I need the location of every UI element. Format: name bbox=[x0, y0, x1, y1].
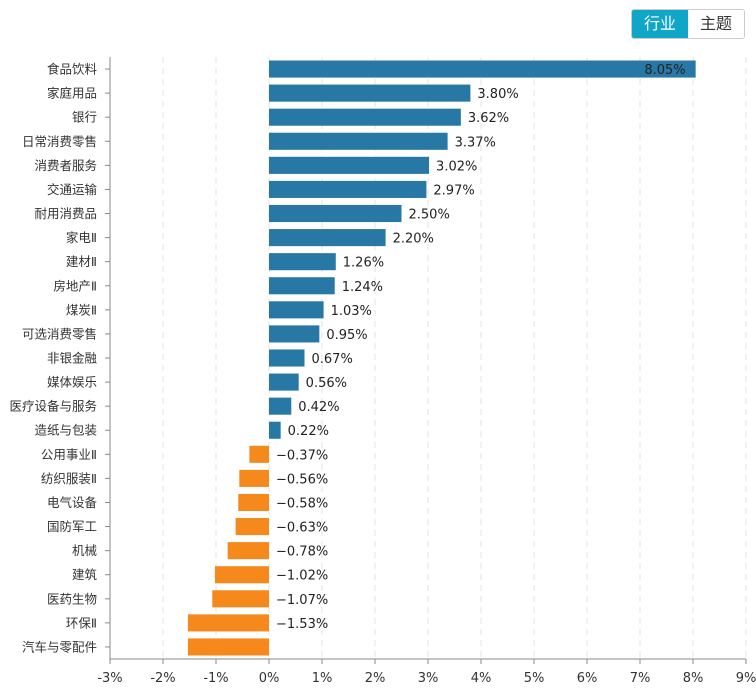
category-label: 建材Ⅱ bbox=[66, 254, 97, 269]
x-tick-label: 2% bbox=[365, 671, 386, 686]
category-label: 家庭用品 bbox=[47, 86, 97, 101]
x-tick-label: 4% bbox=[471, 671, 492, 686]
data-label: 2.97% bbox=[433, 183, 474, 198]
category-label: 建筑 bbox=[72, 567, 98, 582]
data-label: 1.26% bbox=[343, 256, 384, 271]
category-label: 医疗设备与服务 bbox=[9, 399, 97, 414]
bar bbox=[269, 108, 461, 126]
data-label: 3.02% bbox=[436, 159, 477, 174]
bar bbox=[249, 445, 269, 463]
x-tick-label: 0% bbox=[259, 671, 280, 686]
category-label: 机械 bbox=[72, 543, 98, 558]
toggle-industry[interactable]: 行业 bbox=[632, 10, 688, 38]
bar bbox=[269, 180, 427, 198]
x-tick-label: 6% bbox=[577, 671, 598, 686]
data-label: −0.37% bbox=[276, 448, 328, 463]
category-label: 家电Ⅱ bbox=[66, 230, 97, 245]
x-tick-label: -2% bbox=[150, 671, 175, 686]
bar bbox=[269, 156, 430, 174]
data-label: 3.62% bbox=[468, 111, 509, 126]
x-tick-label: 3% bbox=[418, 671, 439, 686]
bar bbox=[269, 277, 335, 295]
x-tick-label: 7% bbox=[630, 671, 651, 686]
data-label: 3.37% bbox=[455, 135, 496, 150]
data-label: 1.24% bbox=[342, 280, 383, 295]
data-label: 0.56% bbox=[306, 376, 347, 391]
bar bbox=[269, 421, 281, 439]
x-tick-label: 5% bbox=[524, 671, 545, 686]
bar bbox=[235, 518, 269, 536]
data-label: −1.02% bbox=[276, 569, 328, 584]
data-label: 2.20% bbox=[393, 232, 434, 247]
category-label: 交通运输 bbox=[47, 182, 98, 197]
category-label: 国防军工 bbox=[47, 519, 97, 534]
bar bbox=[269, 132, 448, 150]
data-label: 0.22% bbox=[288, 424, 329, 439]
x-tick-label: 8% bbox=[683, 671, 704, 686]
bar bbox=[187, 638, 269, 656]
bar bbox=[269, 60, 696, 78]
x-tick-label: -3% bbox=[97, 671, 122, 686]
category-label: 消费者服务 bbox=[34, 158, 97, 173]
category-label: 日常消费零售 bbox=[22, 134, 97, 149]
data-label: −0.56% bbox=[276, 472, 328, 487]
category-label: 煤炭Ⅱ bbox=[66, 302, 97, 317]
category-label: 房地产Ⅱ bbox=[53, 278, 97, 293]
category-label: 环保Ⅱ bbox=[66, 615, 97, 630]
bar bbox=[269, 253, 336, 271]
category-label: 造纸与包装 bbox=[34, 423, 97, 438]
data-label: −0.63% bbox=[276, 521, 328, 536]
bar bbox=[269, 229, 386, 247]
data-label: 1.03% bbox=[331, 304, 372, 319]
data-label: 3.80% bbox=[477, 87, 518, 102]
bar bbox=[187, 614, 269, 632]
bar bbox=[269, 397, 292, 415]
category-label: 电气设备 bbox=[47, 495, 98, 510]
data-label: −1.53% bbox=[276, 617, 328, 632]
data-label: 0.42% bbox=[298, 400, 339, 415]
data-label: 2.50% bbox=[409, 208, 450, 223]
bar bbox=[214, 566, 269, 584]
data-label: 8.05% bbox=[644, 63, 685, 78]
bar bbox=[212, 590, 269, 608]
category-label: 可选消费零售 bbox=[22, 326, 97, 341]
category-label: 医药生物 bbox=[47, 591, 97, 606]
category-label: 汽车与零配件 bbox=[22, 639, 97, 654]
bar bbox=[269, 373, 299, 391]
x-tick-label: 1% bbox=[312, 671, 333, 686]
bar bbox=[238, 493, 269, 512]
category-label: 食品饮料 bbox=[47, 62, 98, 77]
x-tick-label: 9% bbox=[736, 671, 756, 686]
bar bbox=[269, 301, 324, 319]
category-label: 耐用消费品 bbox=[34, 206, 97, 221]
category-label: 公用事业Ⅱ bbox=[41, 447, 97, 462]
category-toggle[interactable]: 行业 主题 bbox=[631, 9, 745, 39]
category-label: 非银金融 bbox=[47, 351, 98, 366]
data-label: −0.58% bbox=[276, 496, 328, 511]
bar bbox=[227, 542, 269, 560]
bar bbox=[269, 204, 402, 223]
category-label: 媒体娱乐 bbox=[47, 375, 97, 390]
category-label: 纺织服装Ⅱ bbox=[41, 471, 97, 486]
category-label: 银行 bbox=[72, 110, 97, 125]
bar bbox=[269, 325, 320, 343]
data-label: −0.78% bbox=[276, 545, 328, 560]
toggle-theme[interactable]: 主题 bbox=[688, 10, 744, 38]
data-label: 0.95% bbox=[326, 328, 367, 343]
bar bbox=[269, 84, 471, 102]
bar bbox=[239, 469, 269, 487]
data-label: 0.67% bbox=[312, 352, 353, 367]
bar bbox=[269, 349, 305, 367]
data-label: −1.07% bbox=[276, 593, 328, 608]
x-tick-label: -1% bbox=[203, 671, 228, 686]
